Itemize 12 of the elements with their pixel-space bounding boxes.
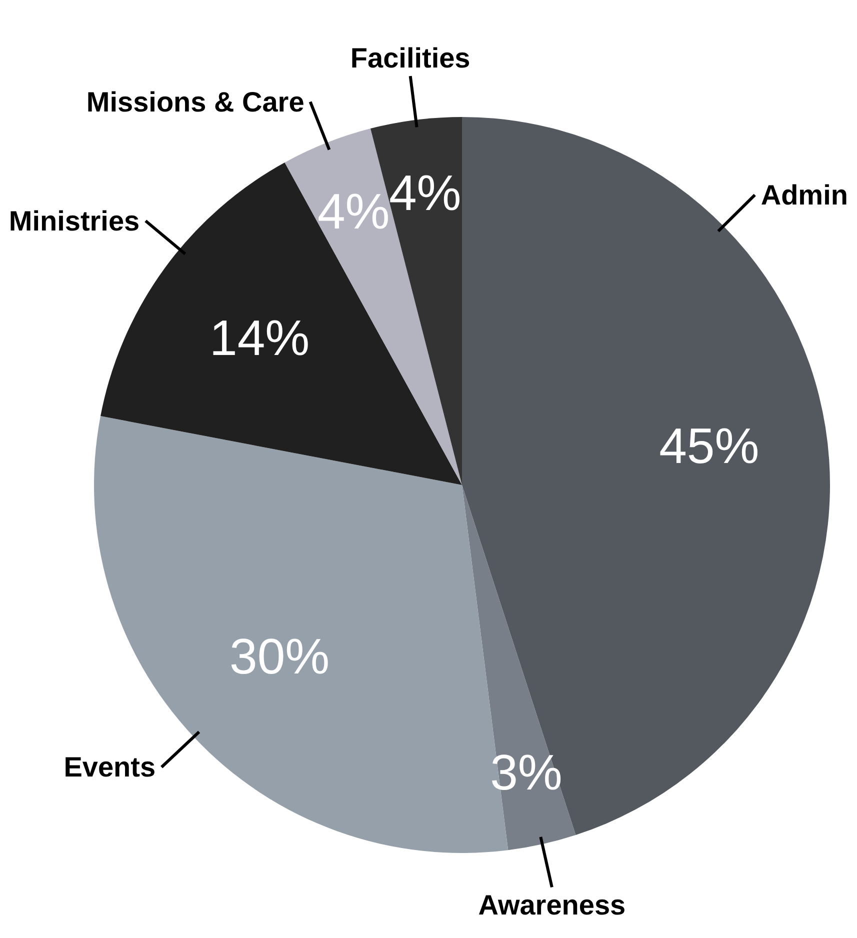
data-label: 3% xyxy=(490,744,562,800)
data-label: 14% xyxy=(210,310,310,366)
slice-label: Missions & Care xyxy=(86,86,304,118)
slice-label: Events xyxy=(64,752,156,783)
slice-label: Awareness xyxy=(478,890,626,921)
data-label: 45% xyxy=(659,418,760,474)
data-label: 30% xyxy=(230,628,330,684)
slice-label: Admin xyxy=(760,179,848,210)
slice-label: Facilities xyxy=(350,42,470,74)
data-label: 4% xyxy=(388,164,462,221)
slice-label: Ministries xyxy=(8,205,140,236)
data-label: 4% xyxy=(317,183,390,240)
